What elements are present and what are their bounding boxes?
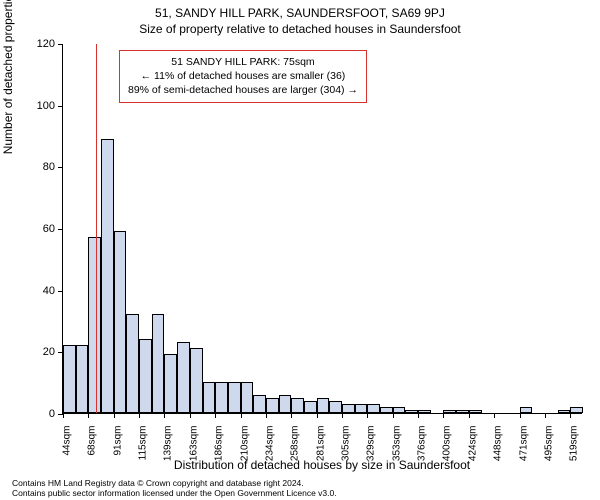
- x-tick: [494, 413, 495, 418]
- chart-container: 51, SANDY HILL PARK, SAUNDERSFOOT, SA69 …: [0, 0, 600, 500]
- histogram-bar: [342, 404, 355, 413]
- x-tick: [88, 413, 89, 418]
- y-tick: [58, 229, 63, 230]
- x-axis-label: Distribution of detached houses by size …: [62, 458, 582, 472]
- x-tick: [215, 413, 216, 418]
- x-tick: [570, 413, 571, 418]
- y-tick-label: 60: [23, 223, 55, 235]
- histogram-bar: [520, 407, 533, 413]
- histogram-bar: [126, 314, 139, 413]
- y-tick-label: 20: [23, 346, 55, 358]
- histogram-bar: [367, 404, 380, 413]
- histogram-bar: [215, 382, 228, 413]
- x-tick: [469, 413, 470, 418]
- y-tick: [58, 44, 63, 45]
- y-axis-label: Number of detached properties: [1, 0, 15, 154]
- x-tick: [291, 413, 292, 418]
- info-box-line2: ← 11% of detached houses are smaller (36…: [128, 69, 358, 83]
- x-tick: [545, 413, 546, 418]
- histogram-bar: [228, 382, 241, 413]
- x-tick: [190, 413, 191, 418]
- info-box: 51 SANDY HILL PARK: 75sqm ← 11% of detac…: [119, 50, 367, 103]
- x-tick: [114, 413, 115, 418]
- histogram-bar: [101, 139, 114, 413]
- x-tick: [63, 413, 64, 418]
- histogram-bar: [63, 345, 76, 413]
- histogram-bar: [393, 407, 406, 413]
- x-tick: [393, 413, 394, 418]
- histogram-bar: [88, 237, 101, 413]
- x-tick: [266, 413, 267, 418]
- histogram-bar: [456, 410, 469, 413]
- x-tick: [443, 413, 444, 418]
- x-tick: [164, 413, 165, 418]
- histogram-bar: [291, 398, 304, 413]
- histogram-bar: [469, 410, 482, 413]
- histogram-bar: [177, 342, 190, 413]
- x-tick: [317, 413, 318, 418]
- x-tick: [342, 413, 343, 418]
- histogram-bar: [139, 339, 152, 413]
- histogram-bar: [164, 354, 177, 413]
- histogram-bar: [279, 395, 292, 414]
- y-tick-label: 100: [23, 100, 55, 112]
- histogram-bar: [405, 410, 418, 413]
- plot-area: 51 SANDY HILL PARK: 75sqm ← 11% of detac…: [62, 44, 582, 414]
- histogram-bar: [418, 410, 431, 413]
- histogram-bar: [152, 314, 165, 413]
- histogram-bar: [114, 231, 127, 413]
- y-tick: [58, 291, 63, 292]
- y-tick-label: 0: [23, 408, 55, 420]
- x-tick: [418, 413, 419, 418]
- info-box-line1: 51 SANDY HILL PARK: 75sqm: [128, 55, 358, 69]
- y-tick-label: 120: [23, 38, 55, 50]
- histogram-bar: [190, 348, 203, 413]
- histogram-bar: [241, 382, 254, 413]
- histogram-bar: [443, 410, 456, 413]
- histogram-bar: [380, 407, 393, 413]
- y-tick-label: 40: [23, 285, 55, 297]
- histogram-bar: [266, 398, 279, 413]
- histogram-bar: [329, 401, 342, 413]
- x-tick: [520, 413, 521, 418]
- histogram-bar: [317, 398, 330, 413]
- x-tick: [241, 413, 242, 418]
- footer-line2: Contains public sector information licen…: [12, 488, 337, 498]
- x-tick: [139, 413, 140, 418]
- histogram-bar: [253, 395, 266, 414]
- y-tick-label: 80: [23, 161, 55, 173]
- footer-line1: Contains HM Land Registry data © Crown c…: [12, 478, 337, 488]
- property-marker-line: [96, 44, 97, 413]
- histogram-bar: [355, 404, 368, 413]
- histogram-bar: [304, 401, 317, 413]
- chart-title-line2: Size of property relative to detached ho…: [0, 22, 600, 36]
- histogram-bar: [570, 407, 583, 413]
- histogram-bar: [203, 382, 216, 413]
- chart-title-line1: 51, SANDY HILL PARK, SAUNDERSFOOT, SA69 …: [0, 6, 600, 20]
- y-tick: [58, 106, 63, 107]
- histogram-bar: [76, 345, 89, 413]
- x-tick: [367, 413, 368, 418]
- footer-attribution: Contains HM Land Registry data © Crown c…: [12, 478, 337, 498]
- info-box-line3: 89% of semi-detached houses are larger (…: [128, 83, 358, 97]
- histogram-bar: [558, 410, 571, 413]
- y-tick: [58, 167, 63, 168]
